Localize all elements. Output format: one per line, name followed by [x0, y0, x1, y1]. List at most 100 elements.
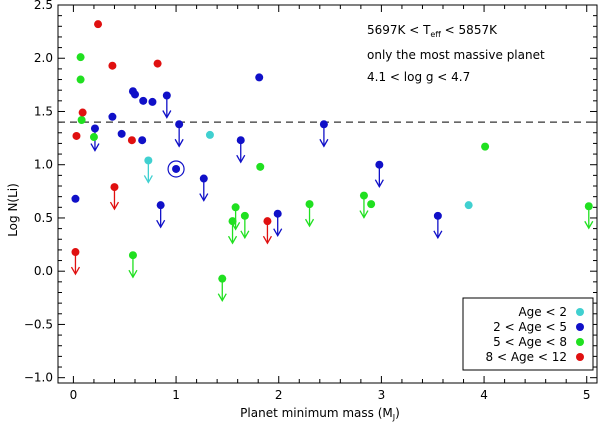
- upper-limit-arrow-head: [231, 221, 241, 231]
- data-point: [148, 97, 157, 106]
- data-point: [433, 211, 442, 220]
- data-point: [89, 133, 98, 142]
- data-point: [110, 183, 119, 192]
- upper-limit-arrow-head: [128, 269, 138, 279]
- data-point: [131, 90, 139, 99]
- upper-limit-arrow-head: [156, 219, 166, 229]
- legend: Age < 2 2 < Age < 5 5 < Age < 8 8 < Age …: [462, 297, 594, 371]
- upper-limit-arrow-head: [70, 266, 81, 276]
- upper-limit-arrow-head: [374, 179, 384, 189]
- data-point: [584, 202, 593, 211]
- upper-limit-arrow-head: [227, 235, 238, 245]
- data-point: [108, 61, 117, 70]
- x-axis-label: Planet minimum mass (MJ): [240, 406, 400, 422]
- data-point: [128, 251, 137, 260]
- data-point: [236, 136, 245, 145]
- annotation-most-massive: only the most massive planet: [367, 48, 545, 62]
- upper-limit-arrow-head: [109, 201, 120, 211]
- series-group: [70, 20, 273, 276]
- upper-limit-arrow-head: [319, 138, 329, 148]
- legend-label-1: 2 < Age < 5: [493, 320, 567, 334]
- upper-limit-arrow-head: [273, 228, 283, 238]
- data-point: [319, 120, 328, 129]
- legend-box: [462, 297, 594, 371]
- data-point: [90, 124, 99, 133]
- data-point: [144, 156, 153, 165]
- upper-limit-arrow-head: [143, 175, 153, 184]
- axes: 0 1 2 3 4 5 −1.0 −0.5 0.0 0.5 1.0 1.5 2.0 2.5: [24, 0, 598, 402]
- x-tick-label: 0: [70, 388, 78, 402]
- y-tick-label: 0.0: [34, 264, 53, 278]
- x-tick-label: 5: [583, 388, 591, 402]
- data-point: [94, 20, 103, 29]
- upper-limit-arrow-head: [174, 138, 184, 148]
- data-point: [76, 53, 85, 62]
- data-point: [77, 115, 86, 124]
- upper-limit-arrow-head: [162, 110, 172, 119]
- data-point: [138, 136, 147, 145]
- data-point: [231, 203, 240, 212]
- legend-marker-1: [576, 323, 584, 331]
- legend-marker-0: [576, 308, 584, 316]
- upper-limit-arrow-head: [236, 154, 246, 164]
- data-point: [72, 131, 81, 140]
- y-tick-label: −1.0: [24, 371, 53, 385]
- y-tick-label: 2.0: [34, 51, 53, 65]
- upper-limit-arrow-head: [433, 230, 443, 240]
- data-point: [71, 248, 80, 257]
- upper-limit-arrow-head: [359, 210, 369, 219]
- x-tick-label: 1: [172, 388, 180, 402]
- data-point: [273, 209, 282, 218]
- data-point: [255, 73, 264, 82]
- legend-marker-3: [576, 353, 584, 361]
- upper-limit-arrow-head: [584, 220, 594, 230]
- data-point: [76, 75, 85, 84]
- x-tick-label: 3: [378, 388, 386, 402]
- data-point: [240, 211, 249, 220]
- legend-label-3: 8 < Age < 12: [486, 350, 567, 364]
- series-group: [143, 130, 473, 210]
- data-point: [153, 59, 162, 68]
- y-tick-label: 1.5: [34, 104, 53, 118]
- legend-marker-2: [576, 338, 584, 346]
- upper-limit-arrow-head: [262, 235, 273, 245]
- data-point: [205, 130, 214, 139]
- data-point: [218, 274, 227, 283]
- data-point: [71, 194, 80, 203]
- y-tick-label: 2.5: [34, 0, 53, 12]
- upper-limit-arrow-head: [90, 143, 100, 152]
- data-point: [256, 162, 265, 171]
- data-point: [199, 174, 208, 183]
- plot-frame: [57, 4, 598, 384]
- series-group: [71, 73, 443, 240]
- annotation-teff: 5697K < Teff < 5857K: [367, 23, 498, 39]
- legend-label-0: Age < 2: [518, 305, 567, 319]
- x-tick-label: 4: [480, 388, 488, 402]
- data-point: [78, 108, 87, 117]
- data-point: [108, 112, 117, 121]
- data-point: [175, 120, 184, 129]
- data-points: [70, 20, 594, 302]
- data-point: [228, 217, 237, 226]
- upper-limit-arrow-head: [199, 193, 209, 202]
- y-tick-label: 0.5: [34, 211, 53, 225]
- y-tick-label: −0.5: [24, 317, 53, 331]
- data-point: [117, 129, 126, 138]
- legend-label-2: 5 < Age < 8: [493, 335, 567, 349]
- upper-limit-arrow-head: [240, 230, 250, 240]
- series-group: [76, 53, 594, 302]
- upper-limit-arrow-head: [217, 293, 227, 302]
- annotation-logg: 4.1 < log g < 4.7: [367, 70, 470, 84]
- data-point: [156, 201, 165, 210]
- upper-limit-arrow-head: [304, 218, 315, 228]
- data-point: [263, 217, 272, 226]
- data-point: [464, 201, 473, 210]
- data-point: [305, 200, 314, 209]
- y-axis-label: Log N(Li): [6, 183, 20, 237]
- data-point: [162, 91, 171, 100]
- y-tick-label: 1.0: [34, 158, 53, 172]
- data-point: [139, 96, 148, 105]
- data-point: [481, 142, 490, 151]
- data-point: [359, 191, 368, 200]
